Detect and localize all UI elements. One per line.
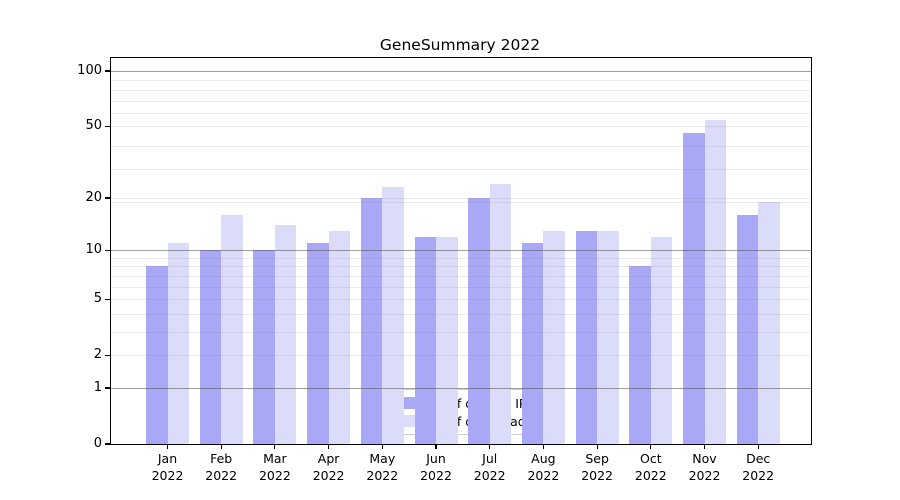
y-tick-0 [105, 443, 111, 445]
bar-nb-of-downloads-may-2022 [382, 187, 404, 444]
x-tick-label-jun-2022: Jun 2022 [420, 451, 452, 483]
bar-nb-of-distinct-ips-jul-2022 [468, 197, 490, 444]
x-tick-mar-2022 [274, 444, 276, 449]
x-tick-may-2022 [381, 444, 383, 449]
gridline-minor-79 [111, 89, 811, 91]
x-tick-label-jan-2022: Jan 2022 [151, 451, 184, 483]
x-tick-label-dec-2022: Dec 2022 [742, 451, 775, 483]
y-tick-2 [105, 354, 111, 356]
y-tick-label-50: 50 [85, 118, 102, 134]
bar-nb-of-distinct-ips-jan-2022 [146, 266, 168, 444]
y-tick-20 [105, 197, 111, 199]
y-tick-label-0: 0 [93, 436, 102, 451]
y-tick-50 [105, 125, 111, 127]
x-tick-label-jul-2022: Jul 2022 [473, 451, 506, 483]
gridline-minor-59 [111, 113, 811, 115]
bar-nb-of-downloads-mar-2022 [274, 225, 297, 444]
x-tick-aug-2022 [542, 444, 544, 449]
bar-nb-of-downloads-jan-2022 [167, 243, 189, 444]
bar-nb-of-distinct-ips-oct-2022 [629, 266, 651, 444]
x-tick-jun-2022 [435, 444, 437, 449]
x-tick-sep-2022 [596, 444, 598, 449]
x-tick-jul-2022 [489, 444, 491, 449]
gridline-minor-89 [111, 80, 811, 82]
x-tick-label-feb-2022: Feb 2022 [205, 451, 238, 483]
chart-title: GeneSummary 2022 [379, 36, 541, 54]
y-tick-label-10: 10 [85, 242, 102, 258]
bar-nb-of-distinct-ips-jun-2022 [414, 236, 436, 444]
bar-nb-of-downloads-sep-2022 [597, 230, 619, 444]
bar-nb-of-downloads-jun-2022 [436, 236, 458, 444]
bar-nb-of-distinct-ips-dec-2022 [736, 215, 759, 444]
bar-nb-of-downloads-feb-2022 [221, 215, 243, 444]
y-tick-label-2: 2 [93, 347, 102, 363]
bar-nb-of-downloads-apr-2022 [328, 230, 351, 444]
bar-nb-of-distinct-ips-nov-2022 [683, 132, 705, 444]
y-tick-label-100: 100 [77, 62, 102, 78]
y-tick-100 [105, 70, 111, 72]
x-tick-label-sep-2022: Sep 2022 [581, 451, 613, 483]
bar-nb-of-downloads-oct-2022 [650, 236, 673, 444]
y-tick-label-20: 20 [85, 189, 102, 205]
x-tick-label-may-2022: May 2022 [366, 451, 399, 483]
bar-nb-of-distinct-ips-apr-2022 [307, 243, 329, 444]
x-tick-label-apr-2022: Apr 2022 [312, 451, 345, 483]
x-tick-label-nov-2022: Nov 2022 [688, 451, 721, 483]
bar-nb-of-distinct-ips-mar-2022 [253, 250, 275, 444]
x-tick-nov-2022 [703, 444, 706, 449]
x-tick-label-oct-2022: Oct 2022 [634, 451, 667, 483]
bar-nb-of-downloads-dec-2022 [758, 201, 780, 444]
y-tick-5 [105, 298, 111, 300]
x-tick-apr-2022 [328, 444, 330, 449]
bar-nb-of-distinct-ips-feb-2022 [199, 250, 222, 444]
x-tick-dec-2022 [757, 444, 759, 449]
bar-nb-of-downloads-jul-2022 [489, 183, 512, 444]
x-tick-label-mar-2022: Mar 2022 [258, 451, 291, 483]
bar-nb-of-distinct-ips-may-2022 [360, 197, 383, 444]
gridline-minor-69 [111, 100, 811, 102]
y-tick-label-5: 5 [93, 291, 102, 307]
bar-nb-of-downloads-aug-2022 [543, 230, 565, 444]
bar-nb-of-distinct-ips-aug-2022 [521, 243, 544, 444]
x-tick-oct-2022 [650, 444, 652, 449]
y-tick-label-1: 1 [93, 379, 102, 395]
gridline-major-100 [111, 70, 811, 72]
x-tick-feb-2022 [220, 444, 222, 449]
y-tick-10 [105, 249, 111, 251]
x-tick-jan-2022 [166, 444, 169, 449]
bar-nb-of-downloads-nov-2022 [704, 120, 726, 444]
x-tick-label-aug-2022: Aug 2022 [527, 451, 560, 483]
y-tick-1 [105, 387, 111, 389]
bar-nb-of-distinct-ips-sep-2022 [575, 230, 598, 444]
plot-area: Nb of distinct IPs Nb of downloads Jan20… [77, 57, 812, 483]
